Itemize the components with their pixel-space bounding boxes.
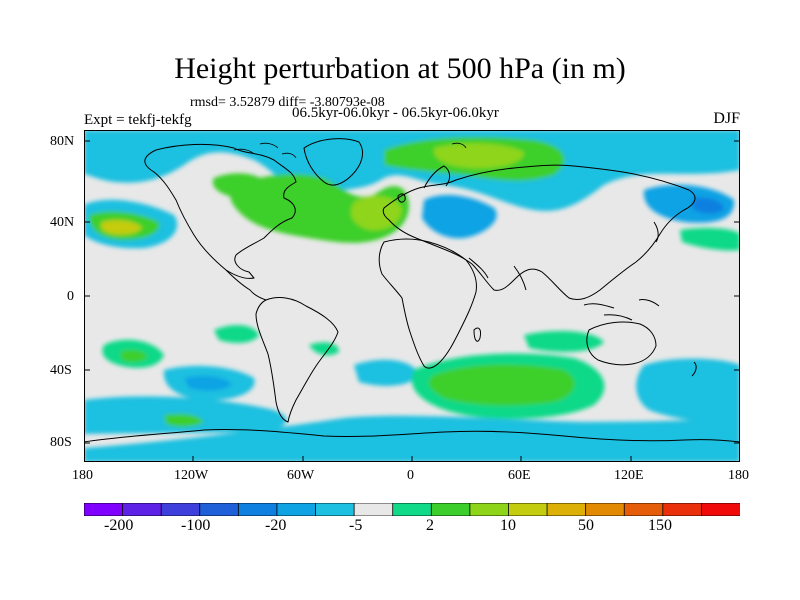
coast-australia xyxy=(586,321,657,366)
lat-label-40s: 40S xyxy=(50,363,72,378)
lon-label-120e: 120E xyxy=(614,468,644,483)
colorbar-swatch-4 xyxy=(237,503,278,516)
colorbar-swatch-10 xyxy=(469,503,510,516)
contour-cyan-spac-e xyxy=(636,358,740,422)
coast-africa xyxy=(378,238,477,369)
lat-label-eq: 0 xyxy=(67,289,74,304)
lat-label-40n: 40N xyxy=(50,215,75,230)
colorbar-swatch-8 xyxy=(392,503,433,516)
axis-ticks xyxy=(84,140,740,462)
coast-se-asia-islands xyxy=(583,299,660,321)
contour-green-spacific-w xyxy=(120,349,148,362)
colorbar-swatch-12 xyxy=(546,503,587,516)
plot-title: Height perturbation at 500 hPa (in m) xyxy=(174,52,626,85)
coast-india xyxy=(513,265,527,291)
coast-scandinavia xyxy=(423,165,451,189)
colorbar-label-5: 10 xyxy=(500,517,516,534)
arctic-islands xyxy=(233,142,467,159)
colorbar-swatch-1 xyxy=(122,503,163,516)
colorbar-swatch-15 xyxy=(662,503,703,516)
colorbar-label-0: -200 xyxy=(104,517,134,534)
coastlines xyxy=(84,138,740,443)
colorbar-swatch-5 xyxy=(276,503,317,516)
colorbar-label-3: -5 xyxy=(349,517,363,534)
lon-label-120w: 120W xyxy=(174,468,209,483)
colorbar-swatch-16 xyxy=(701,503,740,516)
lat-label-80n: 80N xyxy=(50,134,75,149)
colorbar-swatch-7 xyxy=(353,503,394,516)
contour-blue-asia xyxy=(422,194,497,239)
lat-label-80s: 80S xyxy=(50,435,72,450)
contour-blue-sopacific xyxy=(184,376,232,391)
lon-label-180e: 180 xyxy=(728,468,749,483)
colorbar-swatch-2 xyxy=(160,503,201,516)
contour-dblue-pacific xyxy=(692,197,724,214)
coast-north-america xyxy=(144,143,297,279)
coast-eurasia xyxy=(382,164,696,301)
colorbar xyxy=(84,503,740,516)
experiment-label: Expt = tekfj-tekfg xyxy=(84,112,192,128)
contour-green-canada xyxy=(212,173,269,199)
contour-green-satlantic xyxy=(428,364,575,406)
coast-svalbard xyxy=(451,142,467,149)
coast-madagascar xyxy=(473,327,481,342)
colorbar-label-2: -20 xyxy=(265,517,287,534)
contour-cyan-sindian xyxy=(354,359,419,386)
lon-label-60w: 60W xyxy=(287,468,315,483)
coast-arabia xyxy=(468,257,489,279)
contour-cyan-sopolar xyxy=(84,415,740,462)
coast-british-isles xyxy=(397,193,406,203)
coast-antarctica xyxy=(84,428,740,443)
season-label: DJF xyxy=(713,110,740,127)
contour-lgreen-europe xyxy=(433,143,524,169)
contour-green-sopacific xyxy=(164,413,204,427)
lon-label-180w: 180 xyxy=(72,468,93,483)
colorbar-swatch-0 xyxy=(84,503,124,516)
contour-yellow-npacific xyxy=(100,219,142,235)
coast-central-america xyxy=(225,269,267,301)
contour-teal-sa-east xyxy=(309,342,339,356)
colorbar-label-4: 2 xyxy=(426,517,434,534)
coast-south-america xyxy=(255,297,339,423)
colorbar-swatch-11 xyxy=(508,503,548,516)
colorbar-swatch-9 xyxy=(430,503,471,516)
coast-arctic-islands-na xyxy=(233,142,297,159)
colorbar-label-1: -100 xyxy=(181,517,211,534)
colorbar-swatch-13 xyxy=(585,503,626,516)
colorbar-label-6: 50 xyxy=(578,517,594,534)
stats-label: rmsd= 3.52879 diff= -3.80793e-08 xyxy=(190,95,385,110)
lon-label-60e: 60E xyxy=(508,468,531,483)
colorbar-swatch-6 xyxy=(315,503,356,516)
colorbar-swatch-3 xyxy=(199,503,240,516)
lon-label-0: 0 xyxy=(407,468,414,483)
contour-lgreen-atlantic xyxy=(350,196,402,231)
map-plot xyxy=(84,130,740,462)
contour-teal-epacific xyxy=(680,227,740,251)
coast-greenland xyxy=(303,138,363,186)
coast-new-zealand xyxy=(691,361,697,377)
coast-japan xyxy=(653,221,659,243)
colorbar-swatch-14 xyxy=(623,503,664,516)
colorbar-label-7: 150 xyxy=(648,517,672,534)
contour-teal-sindian xyxy=(524,330,604,352)
period-label: 06.5kyr-06.0kyr - 06.5kyr-06.0kyr xyxy=(292,105,499,121)
contour-teal-satl xyxy=(214,325,259,343)
